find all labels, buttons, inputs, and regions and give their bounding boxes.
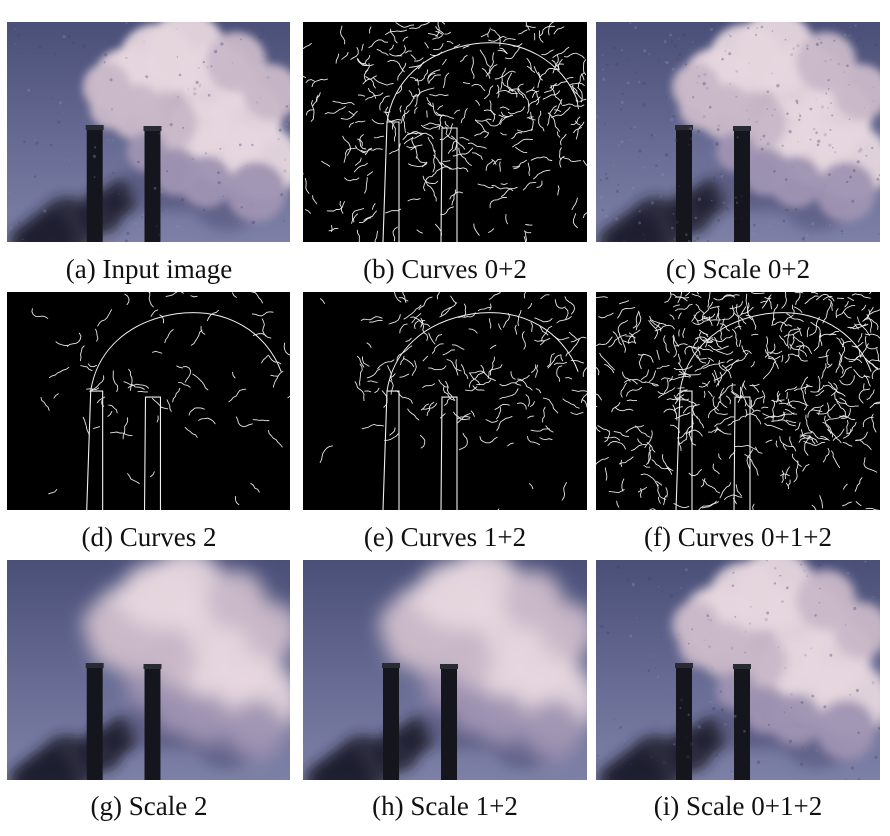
panel-g-scale-2-image — [7, 560, 290, 780]
panel-a-input-image — [7, 22, 290, 242]
panel-f-curves-0-1-2-image — [596, 292, 880, 510]
panel-e-curves-1-2-image — [303, 292, 587, 510]
panel-i-scale-0-1-2 — [596, 560, 880, 780]
panel-b-curves-0-2-image — [303, 22, 587, 242]
caption-g: (g) Scale 2 — [90, 791, 208, 821]
caption-d: (d) Curves 2 — [81, 522, 217, 552]
caption-b: (b) Curves 0+2 — [363, 254, 527, 284]
panel-f-curves-0-1-2 — [596, 292, 880, 510]
caption-e: (e) Curves 1+2 — [363, 522, 527, 552]
caption-f: (f) Curves 0+1+2 — [644, 522, 832, 552]
caption-c: (c) Scale 0+2 — [665, 254, 811, 284]
panel-c-scale-0-2 — [596, 22, 880, 242]
caption-a: (a) Input image — [65, 254, 233, 284]
panel-c-scale-0-2-image — [596, 22, 880, 242]
panel-a-input-image-image — [7, 22, 290, 242]
panel-i-scale-0-1-2-image — [596, 560, 880, 780]
panel-b-curves-0-2 — [303, 22, 587, 242]
caption-h: (h) Scale 1+2 — [372, 791, 518, 821]
caption-i: (i) Scale 0+1+2 — [653, 791, 823, 821]
panel-h-scale-1-2-image — [303, 560, 587, 780]
panel-h-scale-1-2 — [303, 560, 587, 780]
panel-d-curves-2 — [7, 292, 290, 510]
panel-d-curves-2-image — [7, 292, 290, 510]
panel-g-scale-2 — [7, 560, 290, 780]
panel-e-curves-1-2 — [303, 292, 587, 510]
